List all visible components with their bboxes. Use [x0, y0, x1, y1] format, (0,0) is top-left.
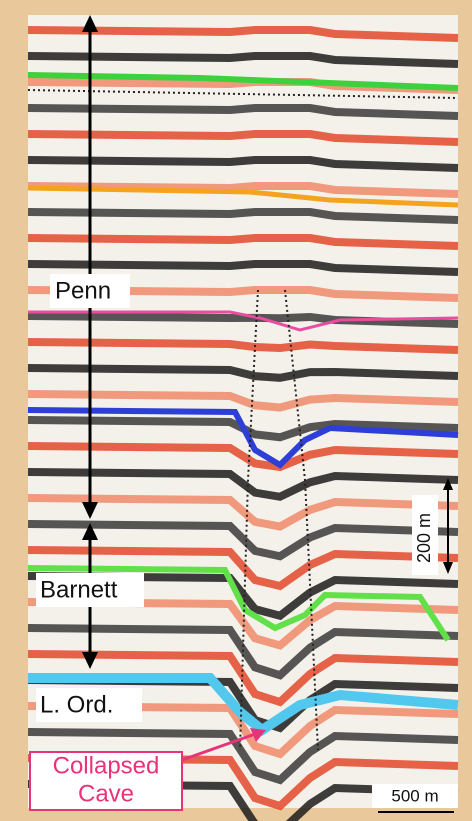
vscale-label: 200 m: [414, 513, 434, 563]
cave-label-line: Collapsed: [53, 752, 160, 779]
seismic-figure: Penn Barnett L. Ord. Collapsed Cave 200 …: [0, 0, 472, 821]
cave-label-line: Cave: [78, 780, 134, 807]
penn-label: Penn: [55, 277, 111, 304]
lord-label: L. Ord.: [40, 691, 113, 718]
hscale-label: 500 m: [391, 786, 438, 805]
barnett-label: Barnett: [40, 576, 118, 603]
